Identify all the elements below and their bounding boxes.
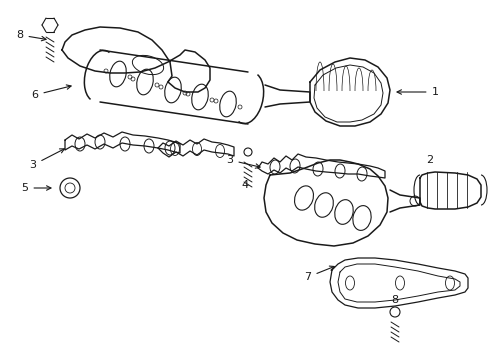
Text: 8: 8 — [390, 295, 398, 305]
Ellipse shape — [60, 178, 80, 198]
Text: 6: 6 — [31, 85, 71, 100]
Text: 5: 5 — [21, 183, 51, 193]
Text: 3: 3 — [29, 149, 64, 170]
Text: 8: 8 — [17, 30, 46, 41]
Text: 4: 4 — [241, 180, 248, 190]
Text: 1: 1 — [396, 87, 438, 97]
Text: 7: 7 — [304, 266, 334, 282]
Text: 3: 3 — [226, 155, 260, 168]
Text: 2: 2 — [426, 155, 433, 165]
